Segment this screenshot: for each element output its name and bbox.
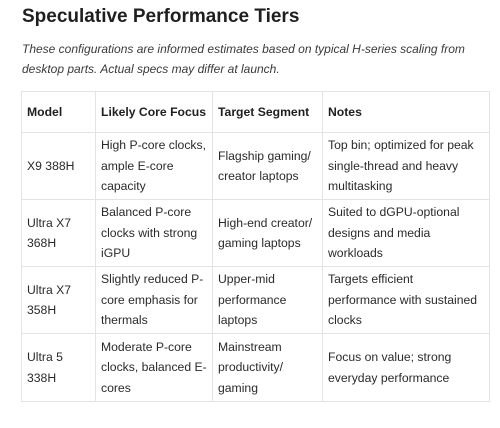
table-row: Ultra X7 368H Balanced P-core clocks wit… [21,199,490,267]
cell-target-segment: Upper-mid performance laptops [212,266,323,334]
column-header-notes: Notes [322,91,490,133]
disclaimer-note: These configurations are informed estima… [22,42,465,76]
cell-model: Ultra X7 358H [21,266,96,334]
cell-model: Ultra 5 338H [21,333,96,402]
section-heading: Speculative Performance Tiers [22,6,300,27]
cell-model: X9 388H [21,132,96,200]
cell-target-segment: Flagship gaming/ creator laptops [212,132,323,200]
performance-tiers-table: Model Likely Core Focus Target Segment N… [21,91,490,402]
table-row: X9 388H High P-core clocks, ample E-core… [21,132,490,200]
cell-core-focus: Slightly reduced P-core emphasis for the… [95,266,213,334]
cell-notes: Focus on value; strong everyday performa… [322,333,490,402]
cell-model: Ultra X7 368H [21,199,96,267]
cell-notes: Targets efficient performance with susta… [322,266,490,334]
table-header-row: Model Likely Core Focus Target Segment N… [21,91,490,133]
cell-target-segment: High-end creator/ gaming laptops [212,199,323,267]
cell-target-segment: Mainstream productivity/ gaming [212,333,323,402]
cell-core-focus: Moderate P-core clocks, balanced E-cores [95,333,213,402]
cell-notes: Top bin; optimized for peak single-threa… [322,132,490,200]
cell-notes: Suited to dGPU-optional designs and medi… [322,199,490,267]
column-header-target-segment: Target Segment [212,91,323,133]
cell-core-focus: Balanced P-core clocks with strong iGPU [95,199,213,267]
cell-core-focus: High P-core clocks, ample E-core capacit… [95,132,213,200]
column-header-model: Model [21,91,96,133]
table-row: Ultra X7 358H Slightly reduced P-core em… [21,266,490,334]
table-row: Ultra 5 338H Moderate P-core clocks, bal… [21,333,490,402]
column-header-core-focus: Likely Core Focus [95,91,213,133]
